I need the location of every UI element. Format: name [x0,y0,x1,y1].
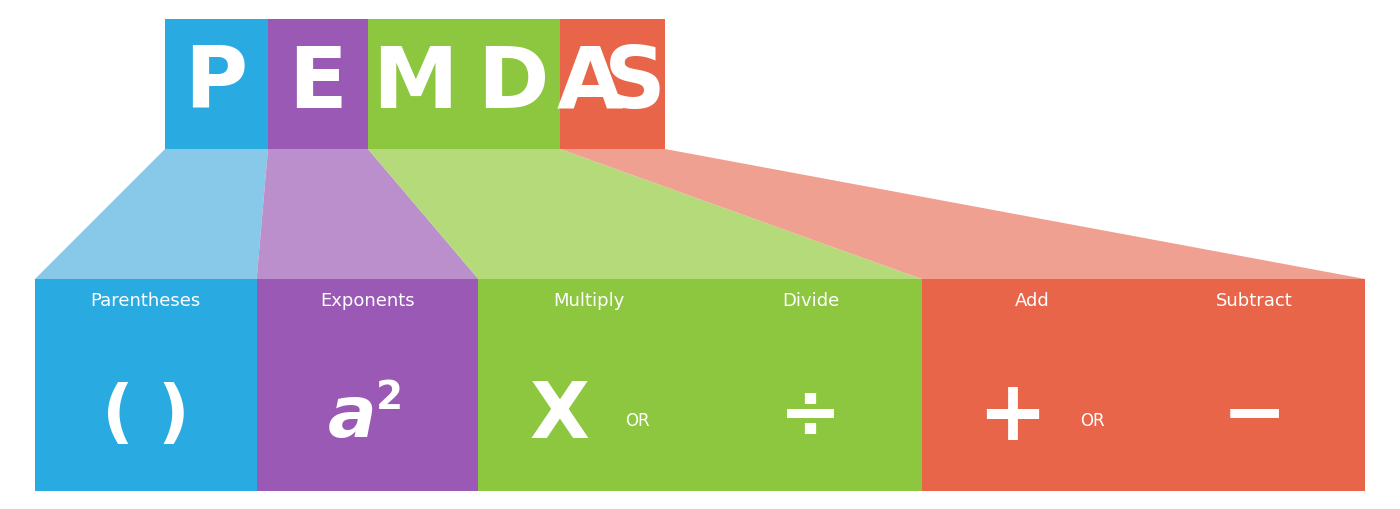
Text: 2: 2 [377,379,403,417]
Text: D: D [477,42,549,126]
Bar [267,19,368,149]
Text: Parentheses: Parentheses [91,292,202,310]
Bar [1144,279,1365,491]
Bar [700,279,921,491]
Text: Divide: Divide [783,292,840,310]
Text: +: + [977,376,1047,457]
Text: Multiply: Multiply [553,292,624,310]
Bar [479,279,700,491]
Text: M: M [372,42,458,126]
Text: OR: OR [1081,412,1105,430]
Bar [368,19,560,149]
Polygon shape [560,149,1365,279]
Bar [921,279,1144,491]
Text: X: X [529,378,589,454]
Text: OR: OR [624,412,650,430]
Polygon shape [35,149,267,279]
Text: −: − [1222,378,1287,454]
Text: E: E [288,42,347,126]
Text: ( ): ( ) [102,382,190,449]
Text: a: a [328,383,377,453]
Text: A: A [557,42,623,126]
Bar [256,279,479,491]
Polygon shape [368,149,921,279]
Text: P: P [185,42,248,126]
Text: Add: Add [1015,292,1050,310]
Text: Exponents: Exponents [321,292,414,310]
Text: ÷: ÷ [780,380,843,453]
Text: S: S [603,42,666,126]
Bar [165,19,267,149]
Polygon shape [256,149,479,279]
Bar [560,19,665,149]
Bar [35,279,256,491]
Text: Subtract: Subtract [1215,292,1292,310]
